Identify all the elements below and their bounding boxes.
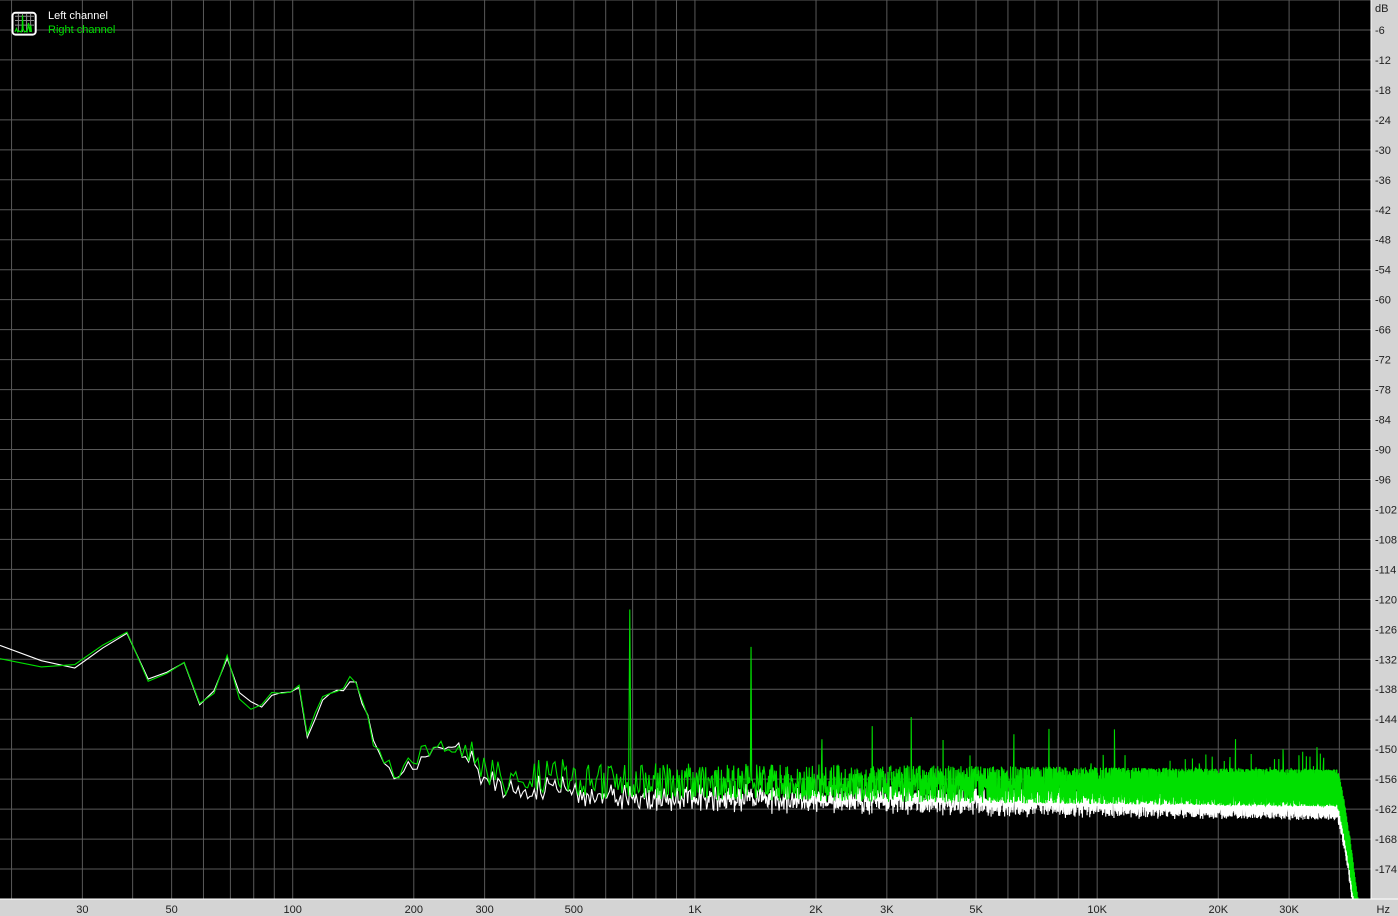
- svg-text:Left channel: Left channel: [48, 10, 108, 22]
- svg-text:-108: -108: [1375, 534, 1397, 546]
- svg-text:-126: -126: [1375, 624, 1397, 636]
- svg-text:2K: 2K: [809, 904, 823, 916]
- svg-text:-18: -18: [1375, 85, 1391, 97]
- svg-text:-162: -162: [1375, 804, 1397, 816]
- svg-text:50: 50: [165, 904, 177, 916]
- svg-text:-132: -132: [1375, 654, 1397, 666]
- svg-text:-60: -60: [1375, 295, 1391, 307]
- svg-text:-6: -6: [1375, 25, 1385, 37]
- svg-text:-12: -12: [1375, 55, 1391, 67]
- svg-text:30K: 30K: [1279, 904, 1299, 916]
- svg-text:3K: 3K: [880, 904, 894, 916]
- svg-text:Hz: Hz: [1377, 904, 1390, 916]
- svg-text:-156: -156: [1375, 774, 1397, 786]
- svg-text:10K: 10K: [1087, 904, 1107, 916]
- svg-text:30: 30: [76, 904, 88, 916]
- svg-text:-48: -48: [1375, 235, 1391, 247]
- svg-text:200: 200: [405, 904, 423, 916]
- svg-text:-24: -24: [1375, 115, 1391, 127]
- svg-text:-168: -168: [1375, 834, 1397, 846]
- svg-text:-78: -78: [1375, 385, 1391, 397]
- svg-text:-90: -90: [1375, 445, 1391, 457]
- svg-text:100: 100: [284, 904, 302, 916]
- svg-text:-174: -174: [1375, 864, 1397, 876]
- svg-text:5K: 5K: [969, 904, 983, 916]
- svg-text:-150: -150: [1375, 744, 1397, 756]
- svg-text:-120: -120: [1375, 594, 1397, 606]
- svg-text:-36: -36: [1375, 175, 1391, 187]
- svg-text:Right channel: Right channel: [48, 24, 115, 36]
- svg-text:300: 300: [475, 904, 493, 916]
- svg-text:-42: -42: [1375, 205, 1391, 217]
- svg-text:-144: -144: [1375, 714, 1397, 726]
- svg-text:-114: -114: [1375, 564, 1396, 576]
- svg-text:-72: -72: [1375, 355, 1391, 367]
- svg-text:20K: 20K: [1208, 904, 1228, 916]
- svg-text:dB: dB: [1375, 3, 1388, 15]
- svg-text:-54: -54: [1375, 265, 1391, 277]
- svg-text:-30: -30: [1375, 145, 1391, 157]
- svg-text:-138: -138: [1375, 684, 1397, 696]
- svg-text:-84: -84: [1375, 415, 1391, 427]
- svg-text:500: 500: [565, 904, 583, 916]
- svg-text:-102: -102: [1375, 504, 1397, 516]
- svg-text:-66: -66: [1375, 325, 1391, 337]
- svg-text:-96: -96: [1375, 474, 1391, 486]
- svg-text:1K: 1K: [688, 904, 702, 916]
